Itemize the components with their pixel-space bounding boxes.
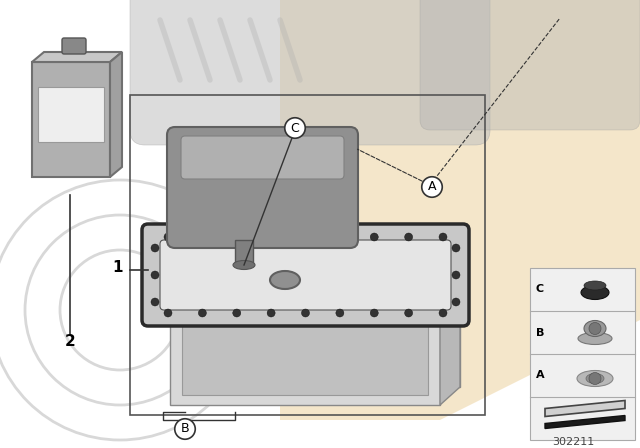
Circle shape (439, 233, 447, 241)
Circle shape (267, 309, 275, 317)
FancyBboxPatch shape (142, 224, 469, 326)
Circle shape (452, 298, 460, 306)
Circle shape (336, 309, 344, 317)
Ellipse shape (586, 374, 604, 383)
Circle shape (233, 233, 241, 241)
Circle shape (151, 271, 159, 279)
Circle shape (439, 309, 447, 317)
Polygon shape (190, 292, 460, 387)
Circle shape (151, 298, 159, 306)
Ellipse shape (584, 281, 606, 290)
Bar (32, 62, 110, 177)
Polygon shape (32, 52, 122, 62)
Ellipse shape (584, 320, 606, 336)
Text: 302211: 302211 (552, 437, 594, 447)
Polygon shape (440, 292, 460, 405)
Text: 1: 1 (113, 260, 124, 276)
Circle shape (164, 233, 172, 241)
Circle shape (301, 233, 310, 241)
Ellipse shape (577, 370, 613, 387)
Circle shape (404, 233, 413, 241)
Text: B: B (180, 422, 189, 435)
Circle shape (151, 244, 159, 252)
Circle shape (589, 372, 601, 384)
Bar (130, 95, 485, 415)
Polygon shape (280, 0, 640, 420)
Circle shape (233, 309, 241, 317)
Ellipse shape (233, 260, 255, 270)
Circle shape (589, 323, 601, 335)
Text: B: B (536, 327, 544, 337)
Circle shape (404, 309, 413, 317)
Bar (38, 87, 104, 142)
Text: C: C (536, 284, 544, 294)
Circle shape (198, 233, 206, 241)
Circle shape (336, 233, 344, 241)
Circle shape (371, 309, 378, 317)
FancyBboxPatch shape (130, 0, 490, 145)
Polygon shape (545, 415, 625, 428)
Polygon shape (545, 401, 625, 417)
Circle shape (164, 309, 172, 317)
Bar (235, 240, 253, 265)
Bar (530, 268, 635, 440)
Text: 2: 2 (65, 335, 76, 349)
Text: C: C (291, 121, 300, 134)
Text: A: A (536, 370, 544, 380)
Circle shape (371, 233, 378, 241)
FancyBboxPatch shape (181, 136, 344, 179)
Circle shape (452, 271, 460, 279)
Circle shape (267, 233, 275, 241)
Circle shape (452, 244, 460, 252)
FancyBboxPatch shape (167, 127, 358, 248)
Ellipse shape (581, 285, 609, 300)
Polygon shape (170, 310, 440, 405)
Ellipse shape (578, 332, 612, 345)
Bar (182, 320, 428, 395)
Circle shape (198, 309, 206, 317)
Polygon shape (110, 52, 122, 177)
Text: A: A (428, 181, 436, 194)
Circle shape (301, 309, 310, 317)
FancyBboxPatch shape (420, 0, 640, 130)
FancyBboxPatch shape (62, 38, 86, 54)
FancyBboxPatch shape (160, 240, 451, 310)
Ellipse shape (270, 271, 300, 289)
